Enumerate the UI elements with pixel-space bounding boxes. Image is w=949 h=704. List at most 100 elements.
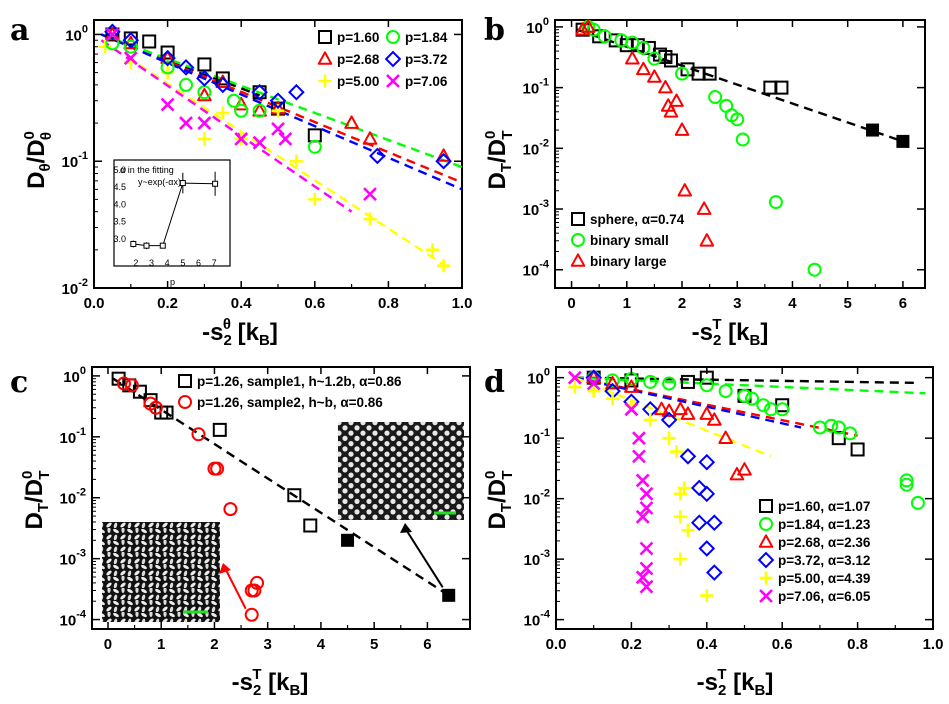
arrow-head-lower xyxy=(219,563,231,574)
inset-alpha-vs-p: α in the fitting y~exp(-αx) p 2 3 4 5 6 7 3.0 3… xyxy=(113,159,231,287)
data-point xyxy=(662,376,677,391)
data-point xyxy=(669,93,684,107)
legend-marker xyxy=(178,395,192,409)
data-point xyxy=(658,80,673,94)
data-point xyxy=(718,384,733,399)
panel-b: b 0 1 2 3 4 5 6 10-4 10-3 10-2 10-1 100 sphere, α=0… xyxy=(482,13,926,349)
legend-label: p=7.06, α=6.05 xyxy=(778,589,871,604)
data-point xyxy=(580,19,596,33)
x-tick-label: 0.2 xyxy=(157,295,178,312)
x-axis-label-c: -s2T [kB] xyxy=(232,666,309,699)
data-point xyxy=(768,195,783,210)
data-point xyxy=(647,69,662,83)
svg-text:DT/D0T: DT/D0T xyxy=(482,470,516,529)
fit-line xyxy=(100,39,452,271)
axis-ticks-d: 0.0 0.2 0.4 0.6 0.8 1.0 10-4 10-3 10-2 10-1 100 xyxy=(524,367,944,653)
inset-y-tick-label: 3.5 xyxy=(113,217,126,227)
data-point xyxy=(288,83,305,101)
legend-a: p=1.60 p=2.68 p=5.00 p=1.84 p=3.72 p=7.06 xyxy=(317,30,448,89)
data-point xyxy=(287,488,302,503)
y-tick-label: 10-1 xyxy=(60,426,86,447)
svg-text:-s2T [kB]: -s2T [kB] xyxy=(232,666,309,699)
x-tick-label: 0.6 xyxy=(304,295,325,312)
data-point xyxy=(706,514,723,532)
data-point xyxy=(271,121,285,136)
y-tick-label: 10-2 xyxy=(524,488,550,509)
inset-title-line-2: y~exp(-αx) xyxy=(138,177,181,187)
y-axis-label-c: DT/D0T xyxy=(19,470,53,529)
data-point xyxy=(632,449,646,464)
legend-label: p=2.68 xyxy=(337,52,380,67)
x-tick-label: 0.4 xyxy=(231,295,253,312)
data-point xyxy=(680,374,695,389)
svg-text:-s2T [kB]: -s2T [kB] xyxy=(697,666,774,699)
x-tick-label: 3 xyxy=(733,295,741,312)
x-tick-label: 1.0 xyxy=(452,295,473,312)
data-point xyxy=(278,131,293,146)
data-point xyxy=(597,29,612,44)
data-point xyxy=(586,22,601,37)
inset-x-tick-label: 2 xyxy=(133,258,138,268)
data-point xyxy=(179,116,193,130)
x-axis-label-a: -s2θ [kB] xyxy=(202,316,278,349)
plot-frame-d xyxy=(555,366,934,630)
fit-line xyxy=(100,39,353,213)
data-point xyxy=(661,403,677,417)
data-point xyxy=(605,373,620,388)
data-point xyxy=(824,418,839,433)
data-point xyxy=(252,103,267,117)
data-point xyxy=(179,77,193,92)
data-point xyxy=(341,533,355,547)
data-point xyxy=(98,40,112,54)
data-point xyxy=(437,259,451,273)
data-point xyxy=(160,97,175,112)
y-tick-label: 10-2 xyxy=(62,277,88,298)
data-point xyxy=(707,412,722,426)
x-tick-label: 1 xyxy=(157,636,165,653)
x-tick-label: 0.2 xyxy=(621,636,642,653)
data-point xyxy=(636,61,651,76)
data-point xyxy=(698,485,716,503)
y-tick-label: 10-1 xyxy=(523,77,549,98)
inset-data: 2 3 4 5 6 7 3.0 3.5 4.0 4.5 5.0 xyxy=(113,165,219,268)
legend-b: sphere, α=0.74 binary small binary large xyxy=(570,212,685,269)
legend-marker xyxy=(318,30,332,44)
data-point xyxy=(197,132,211,146)
data-point xyxy=(251,83,268,101)
data-point xyxy=(289,154,303,168)
data-point xyxy=(234,131,249,146)
data-point xyxy=(252,103,267,118)
inset-x-tick-label: 5 xyxy=(180,258,185,268)
legend-label: p=7.06 xyxy=(405,74,448,89)
inset-y-tick-label: 4.0 xyxy=(113,199,126,209)
x-tick-label: 6 xyxy=(899,295,907,312)
legend-marker xyxy=(759,571,773,585)
x-tick-label: 5 xyxy=(370,636,378,653)
data-point xyxy=(639,486,654,501)
data-point xyxy=(212,422,227,437)
y-tick-label: 100 xyxy=(526,16,549,37)
fit-line xyxy=(100,33,261,97)
data-point xyxy=(216,106,230,120)
y-tick-label: 10-3 xyxy=(523,198,549,219)
panel-label-d: d xyxy=(484,365,505,400)
y-tick-label: 10-1 xyxy=(62,150,88,171)
data-points-b xyxy=(575,19,910,277)
legend-label: p=5.00, α=4.39 xyxy=(778,571,870,586)
legend-label: binary large xyxy=(590,254,667,269)
y-tick-label: 10-4 xyxy=(523,259,550,280)
data-point xyxy=(214,76,232,94)
data-point xyxy=(269,92,287,110)
data-point xyxy=(702,66,717,81)
fit-line xyxy=(574,376,915,385)
data-point xyxy=(663,53,678,68)
y-axis-label-a: Dθ/D0θ xyxy=(21,131,55,189)
x-tick-label: 0.8 xyxy=(847,636,868,653)
y-tick-label: 100 xyxy=(65,23,88,44)
inset-data-point xyxy=(143,242,150,249)
inset-title-line-1: α in the fitting xyxy=(120,165,174,175)
data-point xyxy=(831,420,846,435)
legend-label: p=1.84, α=1.23 xyxy=(778,517,871,532)
data-point xyxy=(774,80,789,95)
